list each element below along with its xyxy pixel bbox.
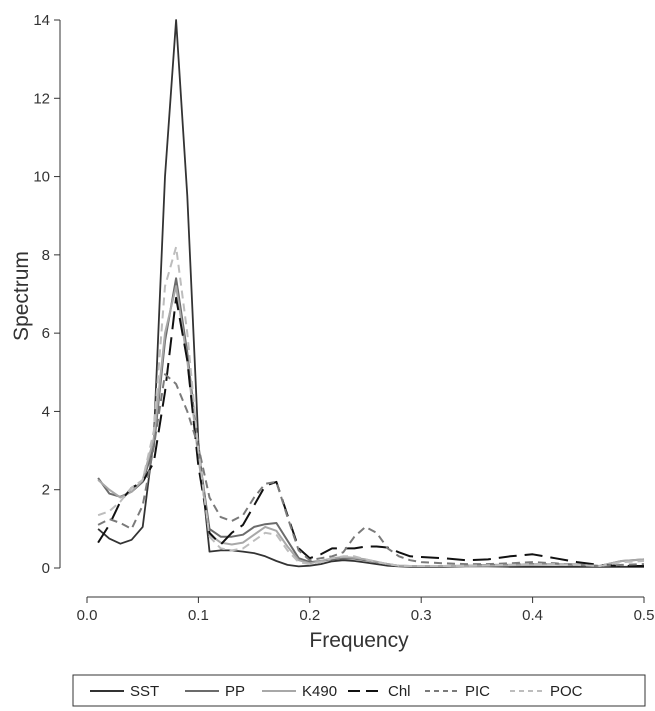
y-tick-label: 0 xyxy=(42,560,50,577)
plot-area xyxy=(97,19,645,568)
x-tick-label: 0.2 xyxy=(299,607,320,624)
legend-item-pic: PIC xyxy=(425,683,490,700)
legend-item-sst: SST xyxy=(90,683,159,700)
x-tick-label: 0.0 xyxy=(77,607,98,624)
y-ticks: 0 2 4 6 8 10 12 14 xyxy=(33,12,60,577)
y-tick-label: 2 xyxy=(42,482,50,499)
series-line-pic xyxy=(97,373,645,567)
series-line-poc xyxy=(97,246,645,567)
x-tick-label: 0.1 xyxy=(188,607,209,624)
legend-item-k490: K490 xyxy=(262,683,337,700)
legend-item-chl: Chl xyxy=(348,683,411,700)
series-line-sst xyxy=(97,19,644,568)
legend-items: SST PP K490 Chl PIC POC xyxy=(90,683,583,700)
y-axis-title: Spectrum xyxy=(10,251,33,341)
legend-label: PP xyxy=(225,683,245,700)
legend-label: PIC xyxy=(465,683,490,700)
legend: SST PP K490 Chl PIC POC xyxy=(72,674,646,707)
x-tick-label: 0.5 xyxy=(634,607,655,624)
series-line-k490 xyxy=(97,285,645,567)
y-tick-label: 4 xyxy=(42,403,50,420)
x-ticks: 0.0 0.1 0.2 0.3 0.4 0.5 xyxy=(77,597,655,624)
legend-label: POC xyxy=(550,683,583,700)
y-tick-label: 8 xyxy=(42,247,50,264)
x-tick-label: 0.3 xyxy=(411,607,432,624)
x-axis-title: Frequency xyxy=(309,629,409,652)
series-line-chl xyxy=(97,296,644,567)
y-axis: 0 2 4 6 8 10 12 14 xyxy=(33,12,61,577)
legend-label: K490 xyxy=(302,683,337,700)
y-tick-label: 10 xyxy=(33,169,50,186)
x-axis: 0.0 0.1 0.2 0.3 0.4 0.5 xyxy=(77,596,655,624)
legend-item-poc: POC xyxy=(510,683,583,700)
y-tick-label: 12 xyxy=(33,90,50,107)
legend-item-pp: PP xyxy=(185,683,245,700)
legend-label: SST xyxy=(130,683,159,700)
legend-label: Chl xyxy=(388,683,411,700)
y-tick-label: 14 xyxy=(33,12,50,29)
series-layer xyxy=(97,19,645,568)
y-tick-label: 6 xyxy=(42,325,50,342)
x-tick-label: 0.4 xyxy=(522,607,543,624)
